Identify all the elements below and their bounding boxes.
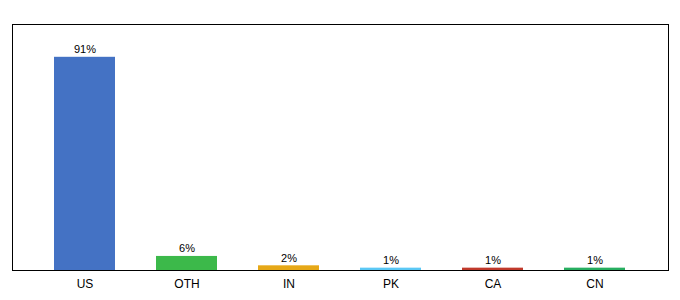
svg-text:2%: 2% xyxy=(281,252,297,264)
svg-text:US: US xyxy=(77,277,94,291)
svg-text:91%: 91% xyxy=(74,43,96,55)
svg-text:CN: CN xyxy=(586,277,603,291)
svg-text:IN: IN xyxy=(283,277,295,291)
svg-text:1%: 1% xyxy=(383,254,399,266)
svg-text:1%: 1% xyxy=(587,254,603,266)
svg-text:PK: PK xyxy=(383,277,399,291)
svg-text:CA: CA xyxy=(485,277,502,291)
svg-text:1%: 1% xyxy=(485,254,501,266)
svg-text:OTH: OTH xyxy=(174,277,199,291)
svg-text:6%: 6% xyxy=(179,242,195,254)
